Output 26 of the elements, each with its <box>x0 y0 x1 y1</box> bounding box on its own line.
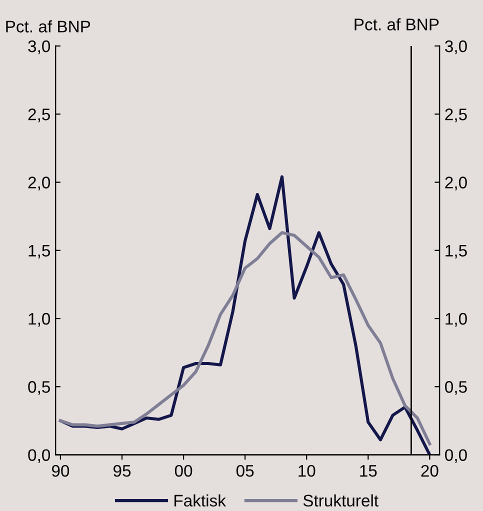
y-tick-label: 0,5 <box>28 381 50 395</box>
x-tick-label: 20 <box>421 464 438 477</box>
x-tick-label: 10 <box>298 464 316 477</box>
y-tick-label: 1,0 <box>28 312 50 327</box>
y2-tick-label: 1,5 <box>446 244 467 259</box>
x-tick-label: 05 <box>236 464 254 477</box>
y2-tick-label: 0,0 <box>445 449 467 463</box>
x-tick-label: 00 <box>174 464 192 477</box>
legend-label: Strukturelt <box>303 494 378 507</box>
y-tick-label: 2,0 <box>28 176 50 190</box>
y-tick-label: 1,5 <box>28 244 50 259</box>
y-tick-label: 2,5 <box>28 108 50 122</box>
y2-tick-label: 3,0 <box>445 40 467 54</box>
x-tick-label: 90 <box>52 464 70 477</box>
y-tick-label: 0,0 <box>28 449 50 463</box>
y2-tick-label: 1,0 <box>446 312 467 327</box>
x-tick-label: 15 <box>360 465 377 477</box>
y-axis-title: Pct. af BNP <box>6 20 90 32</box>
y2-axis-title: Pct. af BNP <box>354 18 439 30</box>
x-tick-label: 95 <box>114 464 131 477</box>
y2-tick-label: 2,5 <box>445 108 467 122</box>
y2-tick-label: 0,5 <box>445 381 467 395</box>
y2-tick-label: 2,0 <box>445 176 467 190</box>
legend-label: Faktisk <box>174 494 226 507</box>
y-tick-label: 3,0 <box>28 40 50 54</box>
line-series <box>58 231 432 446</box>
